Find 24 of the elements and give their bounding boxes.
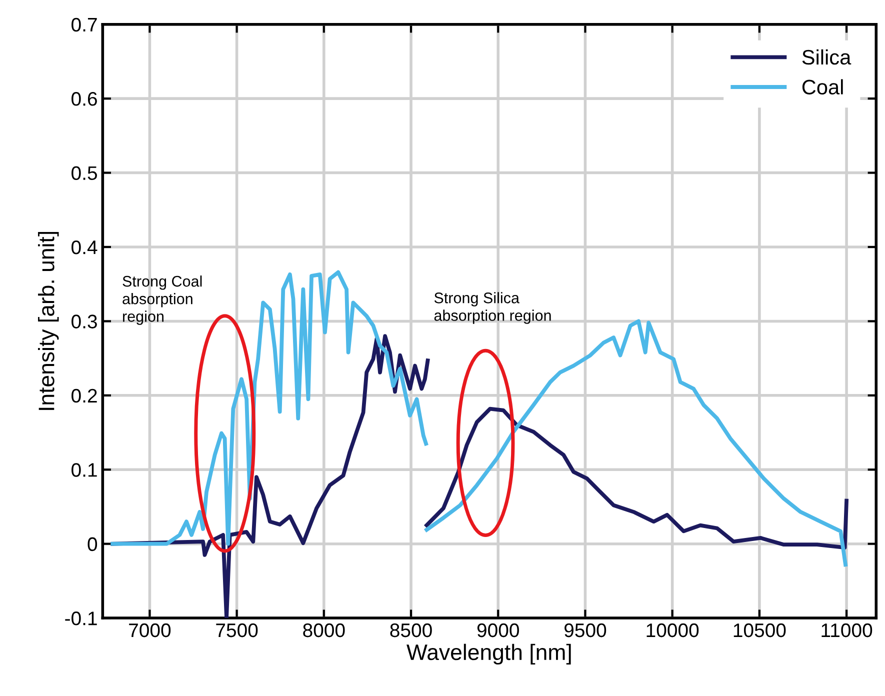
legend-label: Silica [802,49,852,65]
y-tick-label: 0.4 [72,240,98,254]
x-tick-label: 7500 [216,623,258,638]
y-tick-label: 0 [88,537,98,552]
x-tick-label: 7000 [129,623,171,638]
x-tick-label: 9500 [564,623,606,638]
x-tick-label: 8500 [390,623,432,638]
annotation: Strong Coal absorption region [122,275,202,325]
x-tick-label: 11000 [822,623,872,638]
y-tick-label: 0.3 [72,314,97,328]
x-axis-title: Wavelength [nm] [406,644,571,665]
y-tick-label: 0.2 [72,388,97,403]
x-tick-label: 10500 [734,623,786,638]
y-tick-label: 0.6 [72,92,97,106]
x-tick-label: 9000 [477,623,519,638]
legend-label: Coal [802,79,843,94]
y-tick-label: 0.7 [72,18,97,32]
y-tick-label: 0.1 [72,463,97,477]
annotation: Strong Silica absorption region [434,292,551,324]
y-tick-label: -0.1 [65,612,97,626]
y-axis-title: Intensity [arb. unit] [38,232,59,410]
x-tick-label: 10000 [646,623,699,638]
y-tick-label: 0.5 [72,166,97,180]
x-tick-label: 8000 [303,623,345,638]
